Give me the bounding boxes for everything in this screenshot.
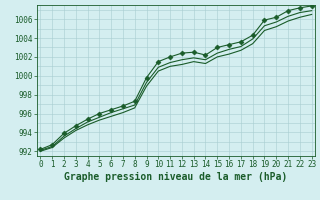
X-axis label: Graphe pression niveau de la mer (hPa): Graphe pression niveau de la mer (hPa) [64, 172, 288, 182]
